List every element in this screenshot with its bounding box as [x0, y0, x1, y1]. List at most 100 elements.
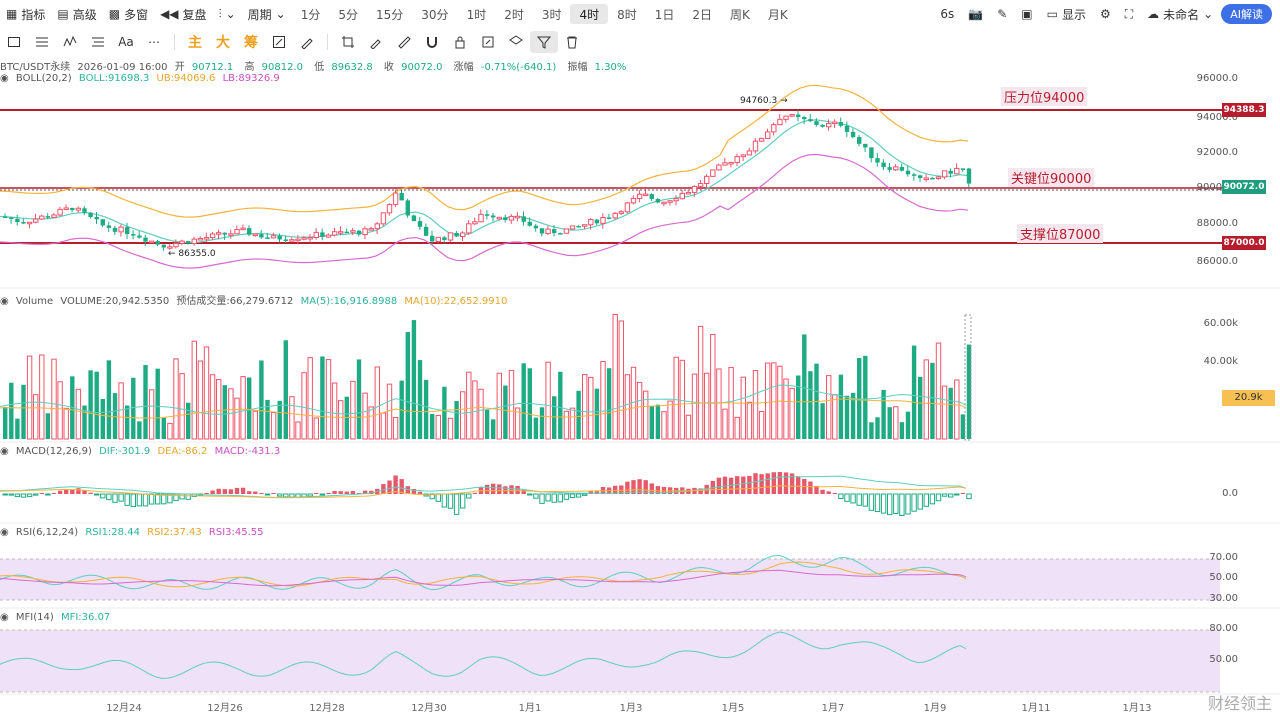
candle-body	[417, 221, 423, 227]
volume-bar	[765, 362, 771, 440]
volume-bar	[228, 388, 234, 440]
period-dropdown[interactable]: 周期 ⌄	[247, 7, 286, 22]
period-9[interactable]: 1日	[654, 7, 675, 22]
period-0[interactable]: 1分	[300, 7, 321, 22]
ruler-icon[interactable]	[390, 31, 418, 53]
fib-icon[interactable]	[84, 31, 112, 53]
eye-icon[interactable]: ◉	[0, 527, 9, 538]
volume-bar	[796, 375, 801, 439]
multi-window-button[interactable]: ▩ 多窗	[108, 7, 149, 22]
macd-bar	[960, 493, 966, 494]
candle-body	[203, 237, 210, 240]
eraser-icon[interactable]	[293, 31, 321, 53]
crop-icon[interactable]	[334, 31, 362, 53]
candle-body	[161, 244, 166, 248]
candle-body	[673, 198, 679, 202]
display-button[interactable]: ▭ 显示	[1046, 7, 1086, 22]
macd-bar	[527, 493, 533, 496]
period-12[interactable]: 月K	[767, 7, 788, 22]
eye-icon[interactable]: ◉	[0, 446, 9, 457]
period-7[interactable]: 4时	[570, 4, 609, 24]
volume-bar	[405, 332, 410, 439]
macd-bar	[393, 475, 398, 494]
macd-bar	[716, 477, 722, 494]
ai-interpret-button[interactable]: AI解读	[1221, 4, 1272, 24]
candle-body	[350, 230, 356, 233]
volume-bar	[423, 379, 429, 439]
period-3[interactable]: 30分	[421, 7, 449, 22]
volume-bar	[143, 364, 148, 439]
lock-icon[interactable]	[446, 31, 474, 53]
trash-icon[interactable]	[558, 31, 586, 53]
lines-icon[interactable]	[28, 31, 56, 53]
cloud-layout-button[interactable]: ☁ 未命名 ⌄	[1147, 7, 1214, 22]
filter-icon[interactable]	[530, 31, 558, 53]
macd-bar	[57, 490, 63, 494]
more-icon[interactable]: ⋯	[148, 35, 160, 49]
replay-button[interactable]: ◀◀ 复盘	[160, 7, 207, 22]
axis-label: 80.00	[1209, 623, 1238, 634]
period-8[interactable]: 8时	[617, 7, 637, 22]
volume-bar	[496, 372, 503, 440]
chip-button[interactable]: 筹	[244, 35, 258, 51]
eye-icon[interactable]: ◉	[0, 612, 9, 623]
refresh-interval[interactable]: 6s	[940, 7, 955, 21]
chart-type-button[interactable]: ⫶ ⌄	[213, 3, 242, 25]
pen-icon[interactable]: ✎	[997, 7, 1008, 21]
rectangle-icon[interactable]	[0, 31, 28, 53]
candle-body	[875, 158, 880, 163]
eye-icon[interactable]: ◉	[0, 73, 9, 84]
volume-bar	[26, 355, 33, 440]
period-6[interactable]: 3时	[541, 7, 562, 22]
period-5[interactable]: 2时	[504, 7, 524, 22]
fullscreen-icon[interactable]: ⛶	[1124, 6, 1134, 21]
candle-body	[362, 228, 368, 235]
candle-body	[94, 217, 99, 220]
volume-bar	[808, 371, 813, 439]
macd-bar	[796, 476, 801, 494]
candle-body	[533, 225, 539, 229]
period-4[interactable]: 1时	[466, 7, 487, 22]
candle-body	[423, 226, 429, 236]
main-force-button[interactable]: 主	[188, 35, 202, 51]
macd-bar	[155, 493, 161, 505]
candle-body	[655, 198, 661, 203]
candle-body	[186, 241, 191, 244]
period-1[interactable]: 5分	[338, 7, 358, 22]
support-label[interactable]: 支撑位87000	[1017, 224, 1104, 243]
candle-body	[447, 232, 454, 241]
volume-bar	[630, 366, 637, 440]
candle-body	[612, 212, 618, 219]
chart-settings-icon[interactable]: ▣	[1021, 7, 1033, 21]
period-2[interactable]: 15分	[376, 7, 404, 22]
camera-icon[interactable]: 📷	[968, 7, 984, 21]
candle-body	[270, 235, 277, 239]
eye-icon[interactable]: ◉	[0, 296, 9, 307]
macd-bar	[582, 493, 588, 496]
visibility-icon[interactable]	[474, 31, 502, 53]
candle-body	[313, 231, 320, 239]
macd-bar	[100, 493, 106, 499]
key-level-label[interactable]: 关键位90000	[1008, 168, 1095, 187]
period-11[interactable]: 周K	[730, 7, 750, 22]
volume-bar	[789, 387, 795, 440]
magnet-icon[interactable]	[418, 31, 446, 53]
candle-body	[70, 207, 75, 211]
layers-icon[interactable]	[502, 31, 530, 53]
indicators-button[interactable]: ▦ 指标	[6, 7, 46, 22]
magic-icon[interactable]	[265, 31, 293, 53]
wave-icon[interactable]	[56, 31, 84, 53]
resistance-label[interactable]: 压力位94000	[1001, 87, 1088, 106]
candle-body	[283, 239, 288, 241]
text-tool-icon[interactable]: Aa	[118, 35, 134, 49]
big-order-button[interactable]: 大	[216, 35, 230, 51]
period-10[interactable]: 2日	[692, 7, 713, 22]
gear-icon[interactable]: ⚙	[1099, 7, 1111, 21]
macd-bar	[521, 489, 526, 494]
advanced-button[interactable]: ▤ 高级	[57, 7, 97, 22]
brush-icon[interactable]	[362, 31, 390, 53]
candle-body	[405, 200, 410, 216]
volume-bar	[295, 421, 301, 440]
candle-body	[930, 177, 935, 180]
